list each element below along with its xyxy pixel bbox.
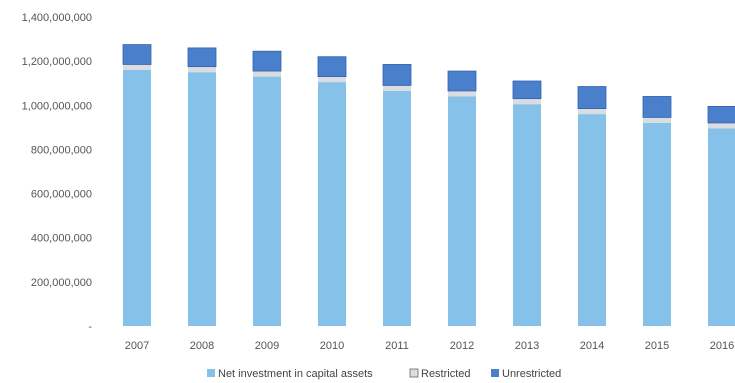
y-axis-ticks: - 200,000,000 400,000,000 600,000,000 800,00… <box>22 12 93 333</box>
x-axis-ticks: 2007 2008 2009 2010 2011 2012 2013 2014 2015 2016 <box>125 340 734 352</box>
x-tick-label: 2009 <box>255 340 279 352</box>
bar-segment-series-1-2007 <box>123 64 151 70</box>
bar-segment-series-2-2008 <box>187 47 217 68</box>
x-tick-label: 2012 <box>450 340 474 352</box>
legend-label-1: Restricted <box>421 368 471 380</box>
bar-group-2008 <box>187 47 217 326</box>
bar-group-2016 <box>707 105 735 326</box>
x-tick-label: 2015 <box>645 340 669 352</box>
bar-group-2011 <box>382 64 412 326</box>
bar-segment-series-1-2013 <box>513 98 541 105</box>
y-tick-label: 1,200,000,000 <box>22 56 92 68</box>
legend: Net investment in capital assets Restrict… <box>207 368 561 380</box>
bar-segment-series-0-2011 <box>383 90 411 326</box>
bar-segment-series-0-2008 <box>188 72 216 326</box>
y-tick-label: 1,000,000,000 <box>22 100 92 112</box>
bar-group-2010 <box>317 56 347 326</box>
bar-segment-series-2-2009 <box>252 50 282 72</box>
bar-segment-series-1-2010 <box>318 76 346 83</box>
x-tick-label: 2010 <box>320 340 344 352</box>
bar-segment-series-0-2010 <box>318 82 346 326</box>
legend-label-0: Net investment in capital assets <box>218 368 373 380</box>
bar-segment-series-1-2008 <box>188 66 216 73</box>
bar-segment-series-1-2009 <box>253 71 281 77</box>
bar-segment-series-2-2015 <box>642 96 672 118</box>
bar-group-2015 <box>642 96 672 326</box>
x-tick-label: 2011 <box>385 340 409 352</box>
y-tick-label: 400,000,000 <box>31 233 92 245</box>
bar-group-2012 <box>447 70 477 326</box>
legend-swatch-0 <box>207 369 215 377</box>
bar-segment-series-2-2014 <box>577 86 607 109</box>
bar-group-2014 <box>577 86 607 326</box>
legend-swatch-2 <box>491 369 499 377</box>
x-tick-label: 2016 <box>710 340 734 352</box>
bar-segment-series-2-2013 <box>512 80 542 100</box>
bar-segment-series-1-2016 <box>708 122 735 129</box>
bars <box>122 44 735 326</box>
legend-label-2: Unrestricted <box>502 368 561 380</box>
y-tick-label: 1,400,000,000 <box>22 12 92 24</box>
bar-segment-series-0-2016 <box>708 128 735 326</box>
bar-segment-series-2-2016 <box>707 105 735 124</box>
bar-segment-series-2-2011 <box>382 64 412 86</box>
bar-segment-series-1-2011 <box>383 85 411 91</box>
y-tick-label: 600,000,000 <box>31 189 92 201</box>
bar-segment-series-1-2015 <box>643 117 671 123</box>
x-tick-label: 2014 <box>580 340 604 352</box>
bar-group-2013 <box>512 80 542 326</box>
bar-segment-series-0-2015 <box>643 122 671 326</box>
x-tick-label: 2013 <box>515 340 539 352</box>
bar-group-2007 <box>122 44 152 326</box>
x-tick-label: 2007 <box>125 340 149 352</box>
bar-segment-series-2-2012 <box>447 70 477 92</box>
bar-segment-series-1-2014 <box>578 108 606 115</box>
y-tick-label: 800,000,000 <box>31 144 92 156</box>
bar-segment-series-0-2007 <box>123 69 151 326</box>
bar-segment-series-0-2013 <box>513 104 541 326</box>
legend-swatch-1 <box>409 368 419 378</box>
y-tick-label: 200,000,000 <box>31 277 92 289</box>
x-tick-label: 2008 <box>190 340 214 352</box>
bar-group-2009 <box>252 50 282 326</box>
bar-segment-series-1-2012 <box>448 90 476 97</box>
bar-segment-series-2-2007 <box>122 44 152 65</box>
bar-segment-series-2-2010 <box>317 56 347 77</box>
bar-segment-series-0-2012 <box>448 96 476 326</box>
bar-segment-series-0-2014 <box>578 114 606 326</box>
y-tick-label: - <box>88 321 92 333</box>
bar-segment-series-0-2009 <box>253 76 281 326</box>
